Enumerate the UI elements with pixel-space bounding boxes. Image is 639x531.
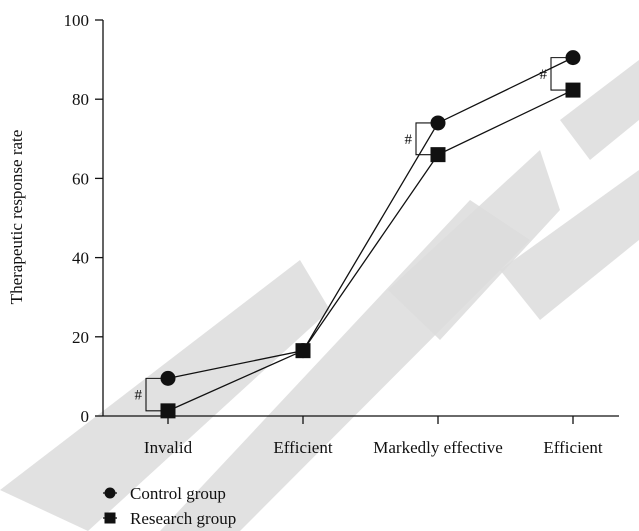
y-tick-label: 80 [72, 90, 89, 109]
legend-marker [104, 512, 116, 524]
research-point [565, 82, 581, 98]
y-axis-label: Therapeutic response rate [7, 130, 26, 305]
y-tick-label: 40 [72, 249, 89, 268]
significance-label: # [405, 132, 413, 148]
control-point [565, 50, 581, 66]
significance-label: # [135, 388, 143, 404]
y-tick-label: 100 [64, 11, 90, 30]
x-tick-label: Efficient [273, 438, 332, 457]
x-tick-label: Efficient [543, 438, 602, 457]
series-line [167, 57, 574, 380]
watermark [0, 60, 639, 531]
significance-bracket [415, 122, 433, 156]
control-point [430, 115, 446, 131]
research-point [430, 147, 446, 163]
series-line [167, 89, 574, 412]
legend-label: Control group [130, 484, 226, 503]
legend-marker [104, 487, 116, 499]
x-tick-label: Markedly effective [373, 438, 502, 457]
significance-bracket [550, 57, 568, 91]
y-tick-label: 0 [81, 407, 90, 426]
legend-label: Research group [130, 509, 236, 528]
significance-label: # [540, 67, 548, 83]
y-tick-label: 20 [72, 328, 89, 347]
research-point [160, 403, 176, 419]
research-point [295, 343, 311, 359]
y-tick-label: 60 [72, 169, 89, 188]
x-tick-label: Invalid [144, 438, 193, 457]
control-point [160, 370, 176, 386]
significance-bracket [145, 377, 163, 412]
